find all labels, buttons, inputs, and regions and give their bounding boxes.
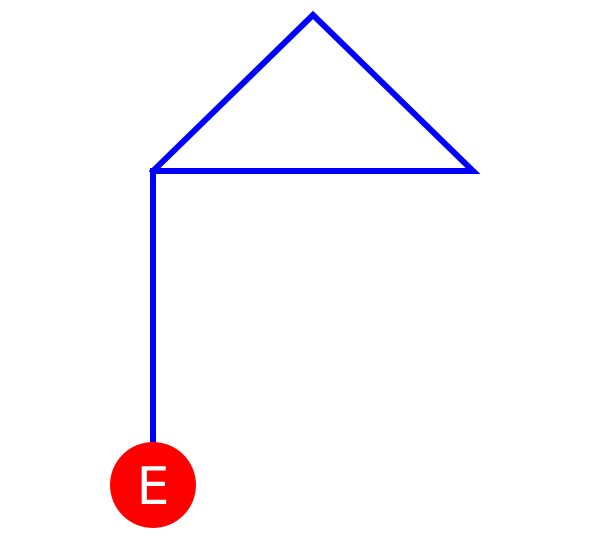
end-marker-circle	[110, 442, 196, 528]
end-marker-label: E	[137, 457, 170, 517]
drawn-path	[148, 10, 481, 445]
end-marker: E	[110, 442, 196, 528]
